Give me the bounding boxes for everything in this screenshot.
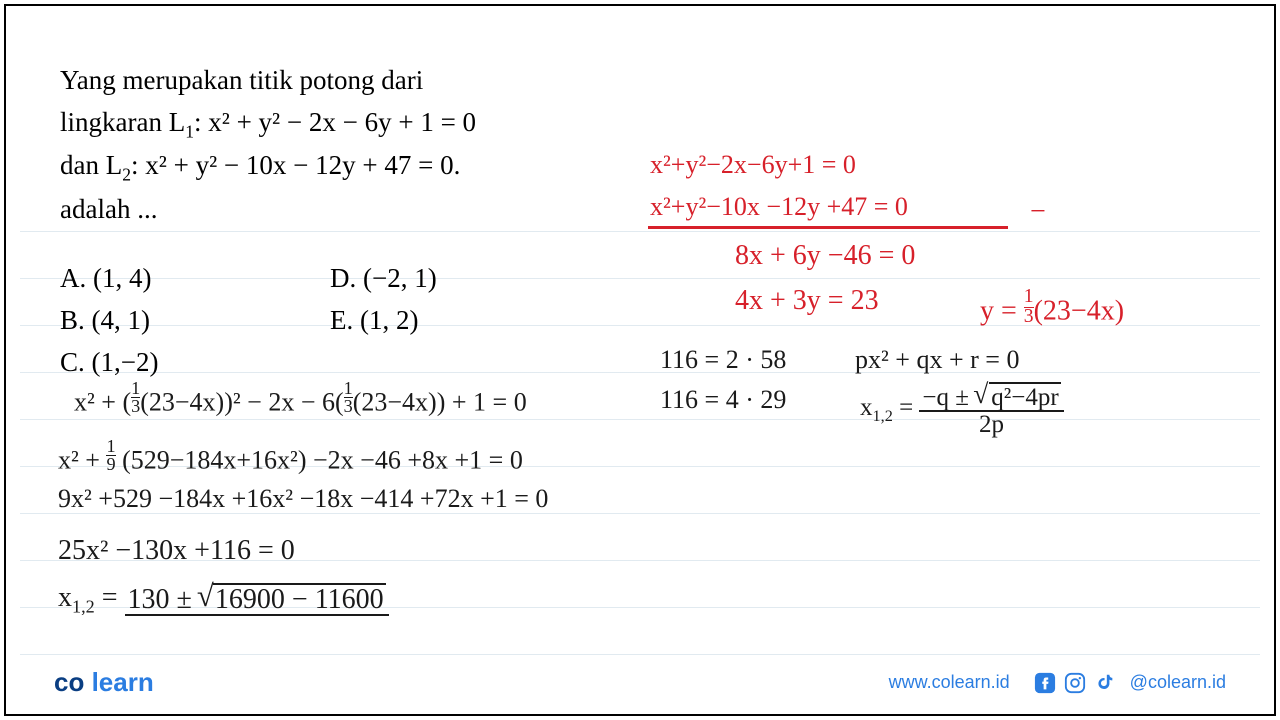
quadratic-form: px² + qx + r = 0 bbox=[855, 345, 1019, 375]
instagram-icon bbox=[1064, 672, 1086, 694]
expansion-step-2: 9x² +529 −184x +16x² −18x −414 +72x +1 =… bbox=[58, 484, 548, 514]
red-work-result2: 4x + 3y = 23 bbox=[735, 285, 879, 317]
red-work-result1: 8x + 6y −46 = 0 bbox=[735, 240, 915, 272]
question-block: Yang merupakan titik potong dari lingkar… bbox=[60, 60, 640, 231]
footer: co learn www.colearn.id @colearn.id bbox=[0, 667, 1280, 698]
facebook-icon bbox=[1034, 672, 1056, 694]
side-calc-2: 116 = 4 · 29 bbox=[660, 385, 786, 415]
substitution-step: x² + (13(23−4x))² − 2x − 6(13(23−4x)) + … bbox=[74, 380, 527, 417]
question-line-1: Yang merupakan titik potong dari bbox=[60, 60, 640, 102]
brand-logo: co learn bbox=[54, 667, 154, 698]
option-c: C. (1,−2) bbox=[60, 342, 330, 384]
simplified-quadratic: 25x² −130x +116 = 0 bbox=[58, 535, 295, 567]
option-b: B. (4, 1) bbox=[60, 300, 330, 342]
social-icons: @colearn.id bbox=[1034, 672, 1226, 694]
red-work-eq2: x²+y²−10x −12y +47 = 0 bbox=[650, 192, 908, 222]
red-work-eq1: x²+y²−2x−6y+1 = 0 bbox=[650, 150, 856, 180]
roots-expression: x1,2 = 130 ± 16900 − 11600 bbox=[58, 582, 389, 618]
option-d: D. (−2, 1) bbox=[330, 258, 437, 300]
tiktok-icon bbox=[1094, 672, 1116, 694]
side-calc-1: 116 = 2 · 58 bbox=[660, 345, 786, 375]
question-line-2: lingkaran L1: x² + y² − 2x − 6y + 1 = 0 bbox=[60, 102, 640, 146]
question-line-3: dan L2: x² + y² − 10x − 12y + 47 = 0. bbox=[60, 145, 640, 189]
red-work-subtraction-line bbox=[648, 226, 1008, 229]
question-line-4: adalah ... bbox=[60, 189, 640, 231]
red-work-minus: − bbox=[1030, 196, 1046, 228]
brand-url: www.colearn.id bbox=[889, 672, 1010, 693]
option-a: A. (1, 4) bbox=[60, 258, 330, 300]
option-e: E. (1, 2) bbox=[330, 300, 418, 342]
quadratic-formula: x1,2 = −q ± q²−4pr 2p bbox=[860, 382, 1064, 437]
social-handle: @colearn.id bbox=[1130, 672, 1226, 693]
options-block: A. (1, 4) D. (−2, 1) B. (4, 1) E. (1, 2)… bbox=[60, 258, 580, 384]
red-work-y-expr: y = 13(23−4x) bbox=[980, 288, 1124, 328]
expansion-step-1: x² + 19 (529−184x+16x²) −2x −46 +8x +1 =… bbox=[58, 438, 523, 475]
